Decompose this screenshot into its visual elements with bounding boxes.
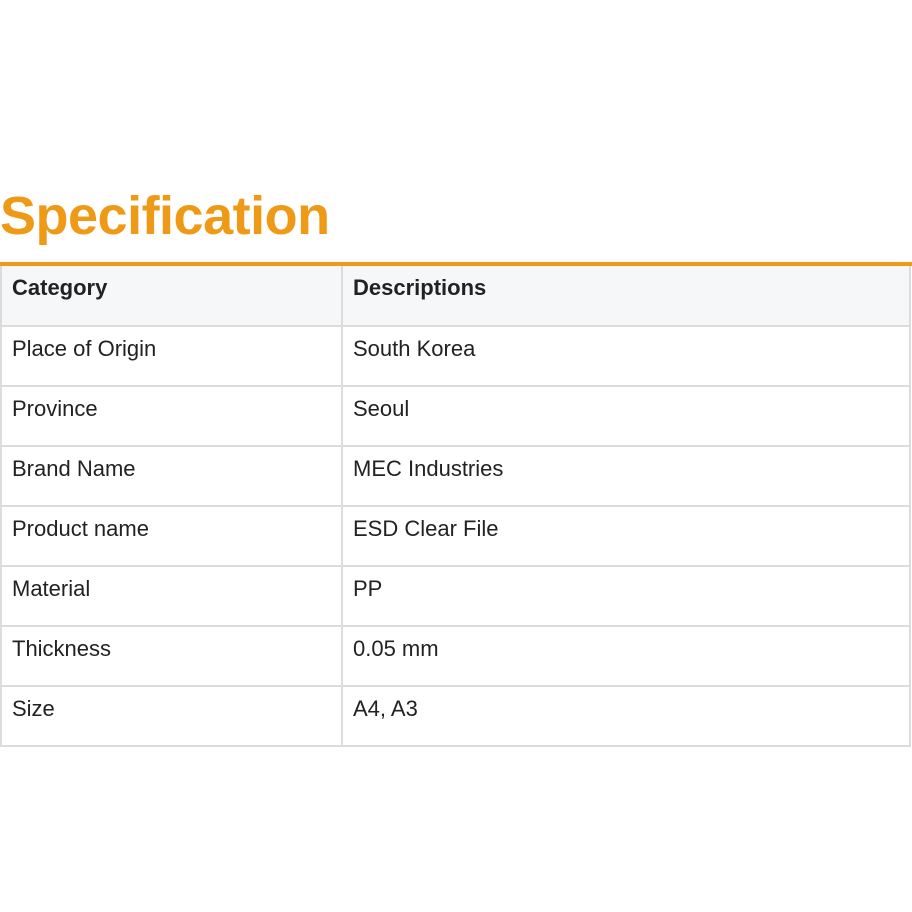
table-row: Thickness 0.05 mm — [0, 625, 911, 687]
table-row: Province Seoul — [0, 385, 911, 447]
description-cell: South Korea — [341, 325, 911, 387]
table-row: Product name ESD Clear File — [0, 505, 911, 567]
table-row: Material PP — [0, 565, 911, 627]
category-cell: Product name — [0, 505, 343, 567]
category-cell: Size — [0, 685, 343, 747]
table-row: Size A4, A3 — [0, 685, 911, 747]
description-cell: A4, A3 — [341, 685, 911, 747]
description-cell: Seoul — [341, 385, 911, 447]
header-descriptions: Descriptions — [341, 266, 911, 327]
header-category: Category — [0, 266, 343, 327]
table-row: Brand Name MEC Industries — [0, 445, 911, 507]
category-cell: Province — [0, 385, 343, 447]
category-cell: Thickness — [0, 625, 343, 687]
spec-table: Category Descriptions Place of Origin Sou… — [0, 266, 911, 747]
category-cell: Material — [0, 565, 343, 627]
description-cell: MEC Industries — [341, 445, 911, 507]
table-row: Place of Origin South Korea — [0, 325, 911, 387]
description-cell: 0.05 mm — [341, 625, 911, 687]
table-header-row: Category Descriptions — [0, 266, 911, 327]
category-cell: Brand Name — [0, 445, 343, 507]
title-divider — [0, 262, 912, 266]
description-cell: ESD Clear File — [341, 505, 911, 567]
description-cell: PP — [341, 565, 911, 627]
page-title: Specification — [0, 186, 330, 246]
category-cell: Place of Origin — [0, 325, 343, 387]
